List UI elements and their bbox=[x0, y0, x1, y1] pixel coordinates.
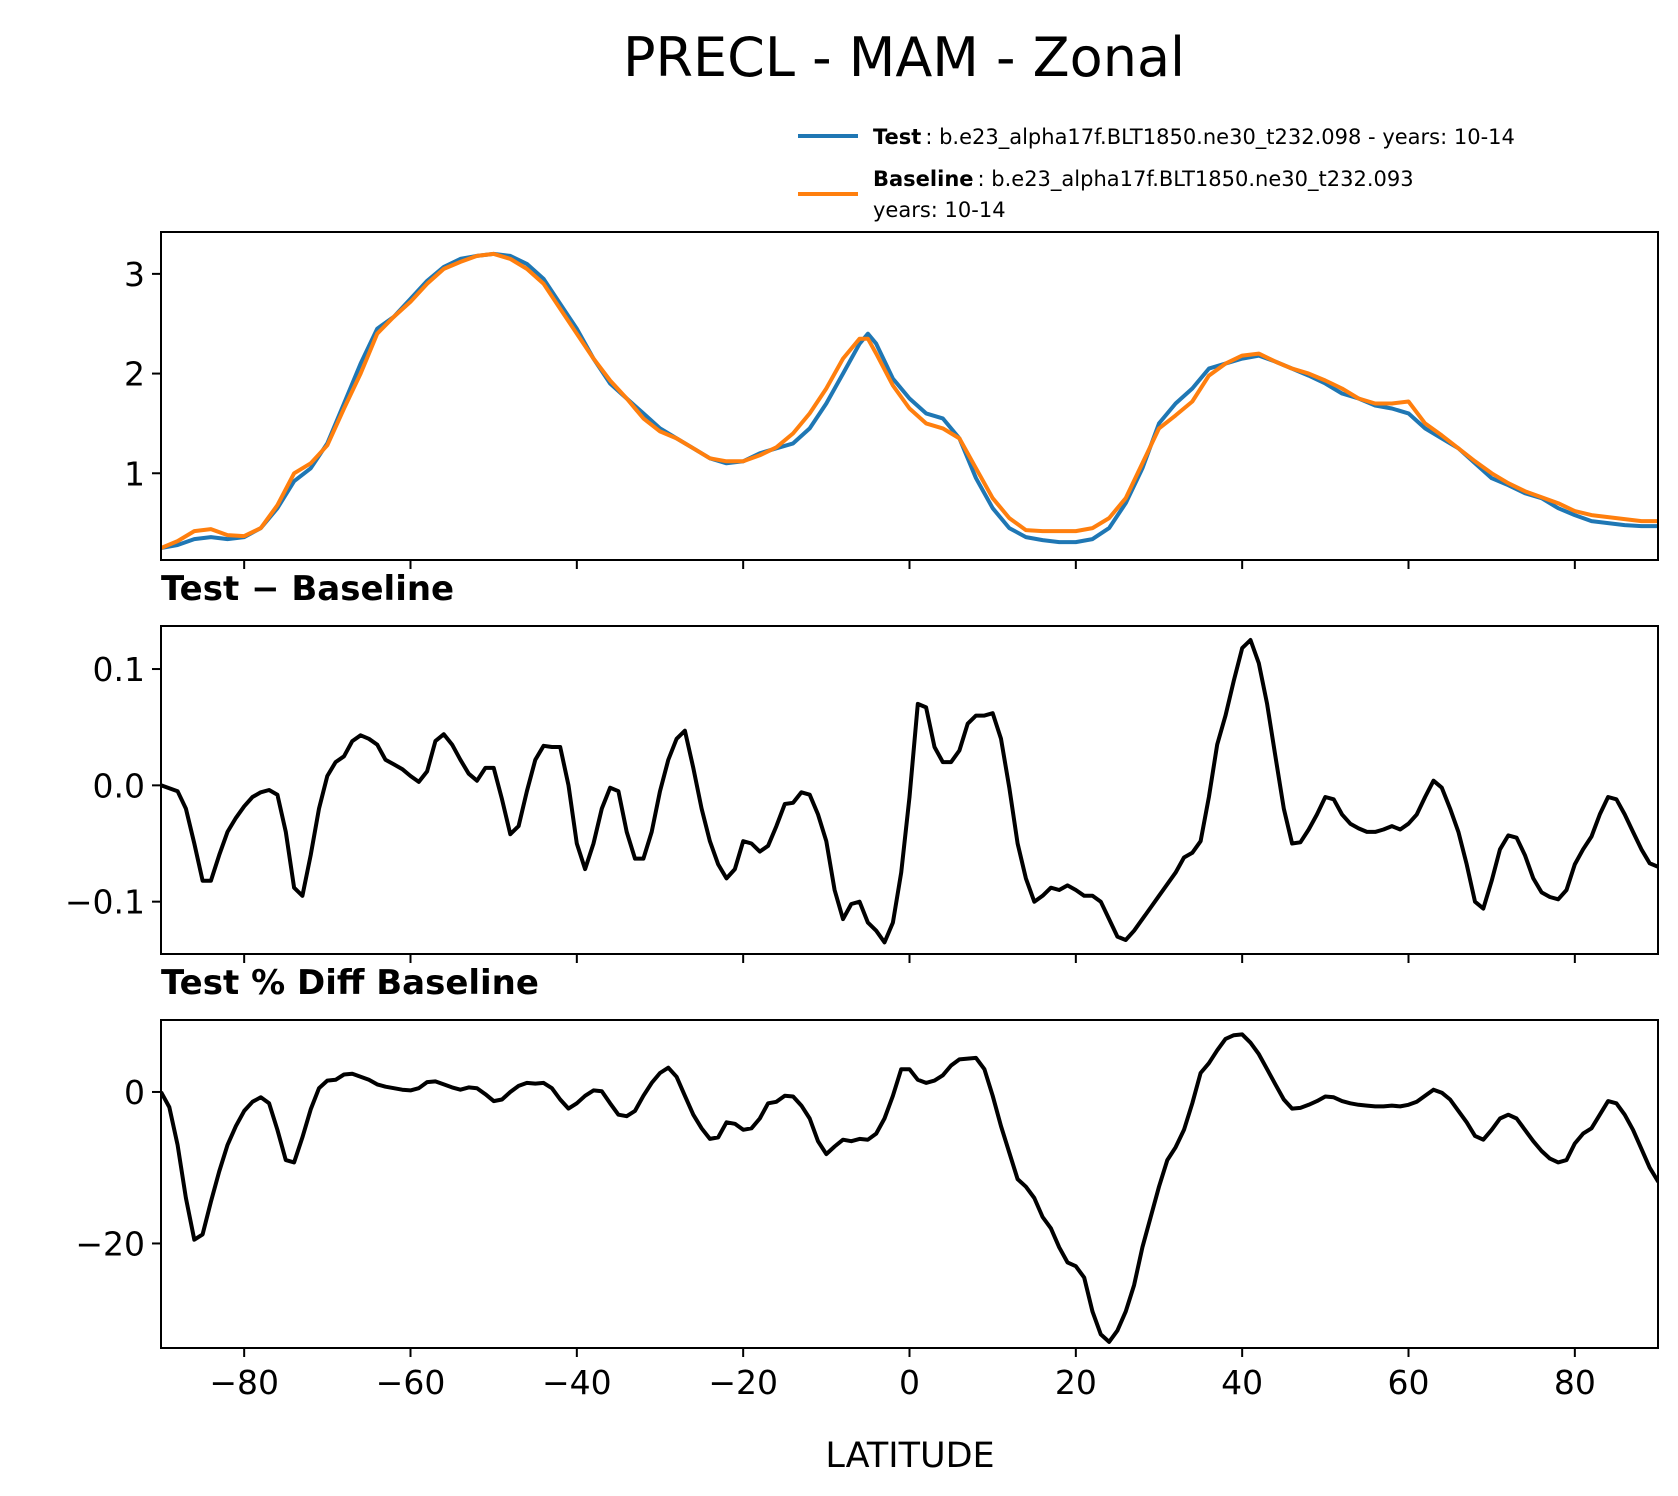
y-tick-label: −20 bbox=[75, 1224, 145, 1263]
figure-title: PRECL - MAM - Zonal bbox=[623, 26, 1185, 89]
x-tick-label: 0 bbox=[899, 1363, 920, 1402]
series-line-test bbox=[161, 251, 1658, 550]
x-tick-label: −60 bbox=[376, 1363, 446, 1402]
y-tick-label: 0.0 bbox=[93, 766, 145, 805]
svg-text:Test: b.e23_alpha17f.BLT1850.n: Test: b.e23_alpha17f.BLT1850.ne30_t232.0… bbox=[873, 125, 1515, 150]
difference-panel: 0.1 0.0 −0.1 bbox=[65, 625, 1659, 963]
y-tick-label: 3 bbox=[124, 255, 145, 294]
y-tick-label: 0.1 bbox=[93, 650, 145, 689]
zonal-mean-panel: 1 2 3 bbox=[124, 231, 1659, 569]
x-tick-label: 60 bbox=[1388, 1363, 1430, 1402]
legend: Test: b.e23_alpha17f.BLT1850.ne30_t232.0… bbox=[798, 125, 1515, 222]
pctdiff-panel-title: Test % Diff Baseline bbox=[161, 963, 539, 1003]
legend-test-label: Test bbox=[873, 125, 921, 149]
diff-panel-title: Test − Baseline bbox=[161, 569, 454, 609]
svg-text:Baseline: b.e23_alpha17f.BLT18: Baseline: b.e23_alpha17f.BLT1850.ne30_t2… bbox=[873, 167, 1414, 192]
x-tick-label: 20 bbox=[1055, 1363, 1097, 1402]
legend-baseline-label: Baseline bbox=[873, 167, 974, 191]
axes-frame bbox=[160, 231, 1659, 561]
axes-frame bbox=[160, 1019, 1659, 1349]
x-tick-label: −20 bbox=[708, 1363, 778, 1402]
series-line-test-baseline bbox=[161, 638, 1658, 945]
series-line-test-diff-baseline bbox=[161, 1032, 1658, 1344]
x-tick-label: −80 bbox=[209, 1363, 279, 1402]
legend-test-text: : b.e23_alpha17f.BLT1850.ne30_t232.098 -… bbox=[925, 125, 1515, 150]
percent-difference-panel: 0 −20 −80 −60 −40 −20 0 20 40 60 80 bbox=[75, 1019, 1659, 1402]
x-tick-label: 80 bbox=[1554, 1363, 1596, 1402]
y-tick-label: 2 bbox=[124, 355, 145, 394]
x-tick-label: −40 bbox=[542, 1363, 612, 1402]
y-tick-label: 0 bbox=[124, 1073, 145, 1112]
x-axis-label: LATITUDE bbox=[825, 1436, 994, 1476]
series-line-baseline bbox=[161, 251, 1658, 550]
legend-baseline-text: : b.e23_alpha17f.BLT1850.ne30_t232.093 bbox=[978, 167, 1414, 192]
x-tick-label: 40 bbox=[1221, 1363, 1263, 1402]
legend-baseline-years: years: 10-14 bbox=[873, 198, 1006, 222]
axes-frame bbox=[160, 625, 1659, 955]
y-tick-label: 1 bbox=[124, 454, 145, 493]
y-tick-label: −0.1 bbox=[65, 883, 145, 922]
